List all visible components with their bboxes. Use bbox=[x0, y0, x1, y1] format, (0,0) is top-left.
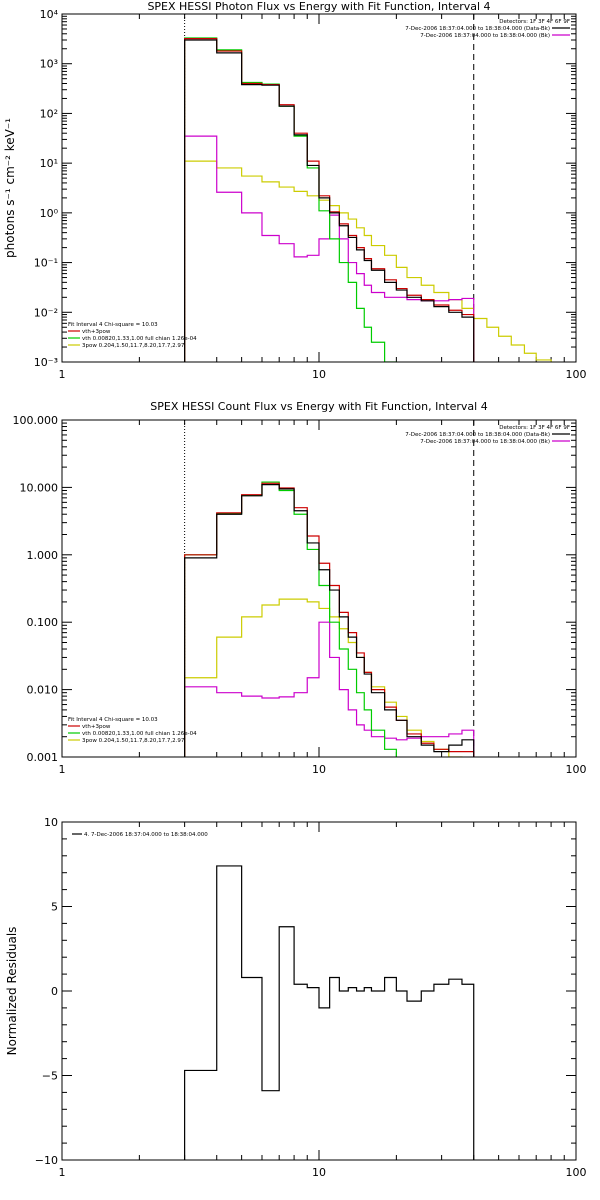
chart-panel-2: SPEX HESSI Count Flux vs Energy with Fit… bbox=[13, 400, 587, 776]
plot-frame bbox=[61, 821, 577, 1161]
y-tick-label: 10⁻² bbox=[34, 306, 58, 319]
legend-bottom-left-entry: vth 0.00820,1.33,1.00 full chian 1.26e-0… bbox=[82, 336, 197, 342]
y-tick-label: 0.001 bbox=[27, 751, 59, 764]
legend-bottom-left-entry: vth 0.00820,1.33,1.00 full chian 1.26e-0… bbox=[82, 731, 197, 737]
plot-frame bbox=[61, 13, 577, 363]
legend-top-right-entry: Detectors: 1F 3F 4F 6F 9F bbox=[499, 425, 570, 431]
legend-bottom-left-entry: 3pow 0.204,1.50,11.7,8.20,17.7,2.97 bbox=[82, 738, 185, 744]
series-2-line bbox=[184, 481, 397, 757]
x-tick-label: 10 bbox=[312, 1166, 326, 1179]
y-tick-label: 10⁻¹ bbox=[34, 257, 58, 270]
y-tick-label: 5 bbox=[51, 901, 58, 914]
legend-bottom-left-entry: vth+3pow bbox=[82, 329, 111, 335]
y-tick-label: 10² bbox=[40, 107, 58, 120]
x-tick-label: 10 bbox=[312, 763, 326, 776]
plot-frame bbox=[61, 419, 577, 758]
legend-top-left-entry: 4. 7-Dec-2006 18:37:04.000 to 18:38:04.0… bbox=[84, 832, 208, 838]
x-tick-label: 1 bbox=[59, 763, 66, 776]
y-tick-label: 100.000 bbox=[13, 414, 59, 427]
y-tick-label: 10¹ bbox=[40, 157, 58, 170]
chart-panel-1: SPEX HESSI Photon Flux vs Energy with Fi… bbox=[3, 0, 587, 381]
x-tick-label: 10 bbox=[312, 368, 326, 381]
legend-top-right-entry: 7-Dec-2006 18:37:04.000 to 18:38:04.000 … bbox=[420, 33, 550, 39]
series-4-line bbox=[184, 135, 475, 362]
legend-bottom-left-entry: vth+3pow bbox=[82, 724, 111, 730]
legend-top-right-entry: 7-Dec-2006 18:37:04.000 to 18:38:04.000 … bbox=[420, 439, 550, 445]
legend-top-right-entry: 7-Dec-2006 18:37:04.000 to 18:38:04.000 … bbox=[405, 432, 550, 438]
series-0-line bbox=[184, 865, 475, 1160]
x-tick-label: 100 bbox=[566, 763, 587, 776]
x-tick-label: 1 bbox=[59, 1166, 66, 1179]
y-tick-label: 1.000 bbox=[27, 549, 59, 562]
y-tick-label: 10⁰ bbox=[40, 207, 59, 220]
series-0-line bbox=[184, 39, 475, 362]
y-tick-label: 10 bbox=[44, 816, 58, 829]
x-tick-label: 100 bbox=[566, 1166, 587, 1179]
y-tick-label: −10 bbox=[35, 1154, 58, 1167]
chart-title: SPEX HESSI Count Flux vs Energy with Fit… bbox=[150, 400, 487, 413]
y-tick-label: 10³ bbox=[40, 58, 58, 71]
y-tick-label: 0.010 bbox=[27, 684, 59, 697]
series-2-line bbox=[184, 37, 397, 362]
y-axis-label: Normalized Residuals bbox=[5, 927, 19, 1056]
y-tick-label: 10⁻³ bbox=[34, 356, 58, 369]
x-tick-label: 1 bbox=[59, 368, 66, 381]
legend-top-right-entry: Detectors: 1F 3F 4F 6F 9F bbox=[499, 19, 570, 25]
y-tick-label: 10.000 bbox=[20, 481, 59, 494]
legend-bottom-left-entry: Fit Interval 4 Chi-square = 10.03 bbox=[68, 717, 158, 723]
y-axis-label: photons s⁻¹ cm⁻² keV⁻¹ bbox=[3, 118, 17, 258]
legend-bottom-left-entry: 3pow 0.204,1.50,11.7,8.20,17.7,2.97 bbox=[82, 343, 185, 349]
series-3-line bbox=[184, 160, 552, 362]
legend-bottom-left-entry: Fit Interval 4 Chi-square = 10.03 bbox=[68, 322, 158, 328]
y-tick-label: 0.100 bbox=[27, 616, 59, 629]
y-tick-label: 0 bbox=[51, 985, 58, 998]
y-tick-label: −5 bbox=[42, 1070, 58, 1083]
chart-panel-3: Normalized Residuals 1 10 100 −10 −5 0 5 10 4. 7-… bbox=[5, 816, 587, 1179]
legend-top-right-entry: 7-Dec-2006 18:37:04.000 to 18:38:04.000 … bbox=[405, 26, 550, 32]
series-4-line bbox=[184, 621, 475, 757]
y-tick-label: 10⁴ bbox=[40, 8, 59, 21]
series-0-line bbox=[184, 484, 475, 757]
chart-title: SPEX HESSI Photon Flux vs Energy with Fi… bbox=[147, 0, 490, 13]
x-tick-label: 100 bbox=[566, 368, 587, 381]
